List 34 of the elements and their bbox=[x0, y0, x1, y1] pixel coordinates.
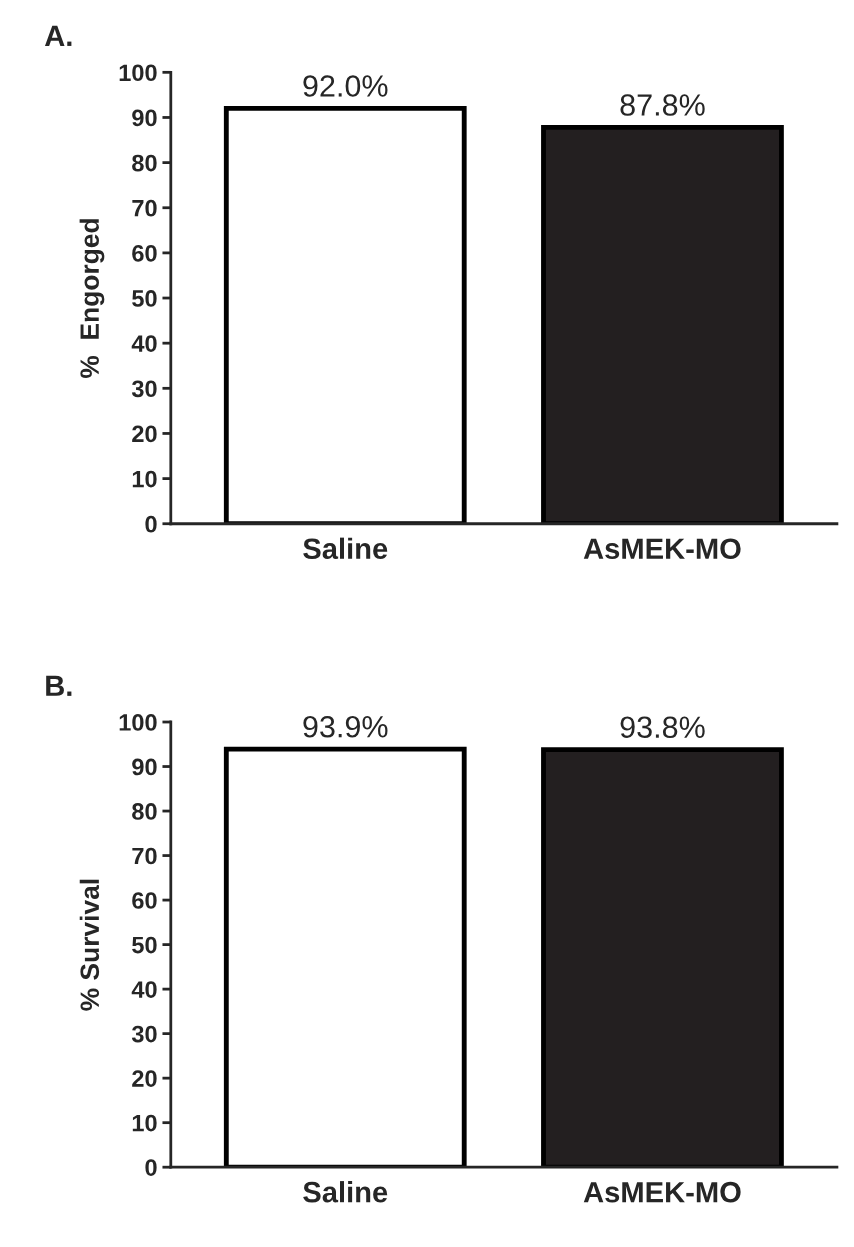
data-label: 92.0% bbox=[303, 75, 388, 97]
data-label: 93.8% bbox=[620, 716, 705, 739]
y-tick-label: 100 bbox=[119, 64, 157, 82]
y-tick-label: 20 bbox=[132, 425, 157, 443]
y-tick-label: 10 bbox=[132, 470, 157, 488]
chart-title: A. bbox=[44, 25, 72, 46]
data-label: 93.9% bbox=[303, 715, 388, 738]
y-tick-label: 50 bbox=[132, 290, 157, 307]
y-tick-label: 0 bbox=[145, 1159, 157, 1176]
x-tick-label: AsMEK-MO bbox=[583, 538, 741, 560]
y-axis-title: % Engorged bbox=[79, 219, 105, 379]
y-tick-label: 70 bbox=[132, 847, 157, 865]
y-tick-label: 90 bbox=[132, 109, 157, 127]
y-tick-label: 70 bbox=[132, 199, 157, 217]
y-tick-label: 50 bbox=[132, 936, 157, 954]
y-tick-label: 10 bbox=[132, 1114, 157, 1132]
chart-title: B. bbox=[46, 675, 72, 696]
y-tick-label: 0 bbox=[145, 515, 157, 533]
x-tick-label: Saline bbox=[303, 537, 388, 560]
y-tick-label: 80 bbox=[132, 154, 157, 172]
y-tick-label: 40 bbox=[131, 335, 157, 352]
data-label: 87.8% bbox=[620, 94, 705, 116]
y-tick-label: 100 bbox=[119, 714, 157, 731]
y-tick-label: 60 bbox=[132, 244, 157, 262]
x-tick-label: Saline bbox=[303, 1181, 388, 1203]
y-tick-label: 40 bbox=[131, 981, 157, 998]
y-tick-label: 80 bbox=[132, 803, 157, 820]
y-tick-label: 30 bbox=[131, 380, 157, 398]
y-tick-label: 20 bbox=[132, 1070, 157, 1087]
y-tick-label: 60 bbox=[132, 892, 157, 909]
y-tick-label: 90 bbox=[132, 758, 157, 776]
x-tick-label: AsMEK-MO bbox=[583, 1181, 741, 1203]
y-tick-label: 30 bbox=[131, 1025, 157, 1043]
y-axis-title: % Survival bbox=[79, 879, 100, 1011]
